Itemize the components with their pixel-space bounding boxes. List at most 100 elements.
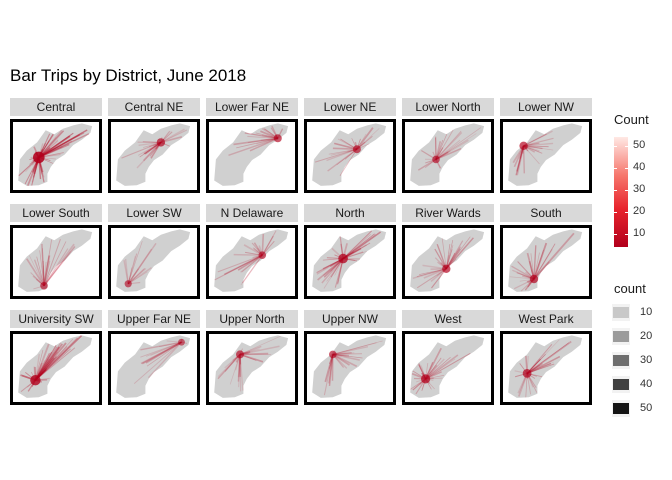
trip-line [416,268,447,289]
trip-line [38,134,81,158]
trip-line [327,148,358,172]
trip-origin-hub [236,350,244,359]
trip-origin-hub [338,253,348,264]
trip-line [424,347,442,380]
trip-origin-hub [329,350,337,359]
trip-line [127,268,145,285]
trip-origin-hub [522,369,532,378]
facet-map [508,335,583,398]
trip-line [249,137,279,152]
facet-panel [402,225,494,299]
facet-panel [304,119,396,193]
trip-line [435,133,448,160]
trip-line [233,253,263,256]
trip-line [217,353,241,380]
facet-strip-label: South [500,204,592,222]
trip-line [445,246,462,270]
size-legend-swatch [613,379,629,390]
trip-line [34,337,78,381]
facet-strip-label: Central [10,98,102,116]
trip-line [419,268,447,275]
trip-line [41,243,45,286]
trip-line [436,243,447,270]
trip-line [330,148,358,156]
district-map-shape [18,335,93,398]
trip-line [323,354,334,396]
size-legend-label: 10 [640,306,653,318]
trip-line [42,260,45,286]
color-legend-title: Count [614,112,649,127]
size-legend-swatch [613,307,629,318]
trip-line [425,352,471,380]
trip-line [523,142,554,147]
trip-line [321,258,344,284]
facet-panel [10,331,102,405]
trip-line [416,268,447,277]
trip-line [323,258,344,289]
facet-panel [206,225,298,299]
trip-line [522,145,526,174]
trip-line [526,363,555,374]
trip-line [533,249,544,280]
trip-line [43,241,67,286]
color-legend-tick-label: 40 [633,160,646,173]
trip-line [39,250,45,286]
trip-line [533,243,556,280]
trip-line [240,255,263,286]
trip-line [247,137,278,144]
facet-panel [108,331,200,405]
trip-line [239,345,280,356]
trip-line [446,236,471,270]
facet-panel [500,225,592,299]
size-legend-swatch [613,403,629,414]
trip-line [34,345,57,381]
facet-strip-label: Upper Far NE [108,310,200,328]
district-map-shape [214,335,289,398]
trip-line [328,148,357,155]
trip-line [160,128,185,144]
facet-map [18,123,93,187]
facet-strip-label: Upper NW [304,310,396,328]
trip-origin-hub [40,282,48,290]
trip-line [435,147,462,161]
facet-strip-label: Central NE [108,98,200,116]
trip-line [239,352,269,356]
trip-line [247,135,278,139]
trip-line [239,353,264,363]
color-legend-tick-mark [625,189,628,191]
trip-line [526,340,572,375]
district-map-shape [116,229,191,292]
color-legend-tick-mark [614,167,617,169]
trip-line [34,342,62,381]
district-map-shape [508,229,583,292]
size-legend-key [612,376,630,393]
district-map-shape [18,123,93,186]
trip-line [140,341,182,351]
trip-line [43,255,51,286]
trip-line [332,352,363,356]
district-map-shape [214,229,289,292]
trip-line [38,132,85,158]
trip-line [34,351,53,381]
trip-line [150,341,182,356]
trip-line [316,258,344,275]
trip-line [324,354,334,383]
color-legend-bar [614,137,628,247]
district-map-shape [508,335,583,398]
trip-line [34,343,50,381]
trip-line [128,271,148,285]
color-legend-tick-mark [614,189,617,191]
trip-line [43,251,71,287]
facet-panel [206,119,298,193]
trip-line [516,145,525,172]
trip-line [412,268,447,279]
district-map-shape [312,123,387,186]
trip-line [239,354,242,392]
trip-line [332,340,383,355]
trip-line [38,129,63,158]
facet-panel [108,119,200,193]
facet-map [116,229,191,292]
trip-line [29,255,45,286]
facet-panel [304,225,396,299]
trip-line [217,354,241,377]
